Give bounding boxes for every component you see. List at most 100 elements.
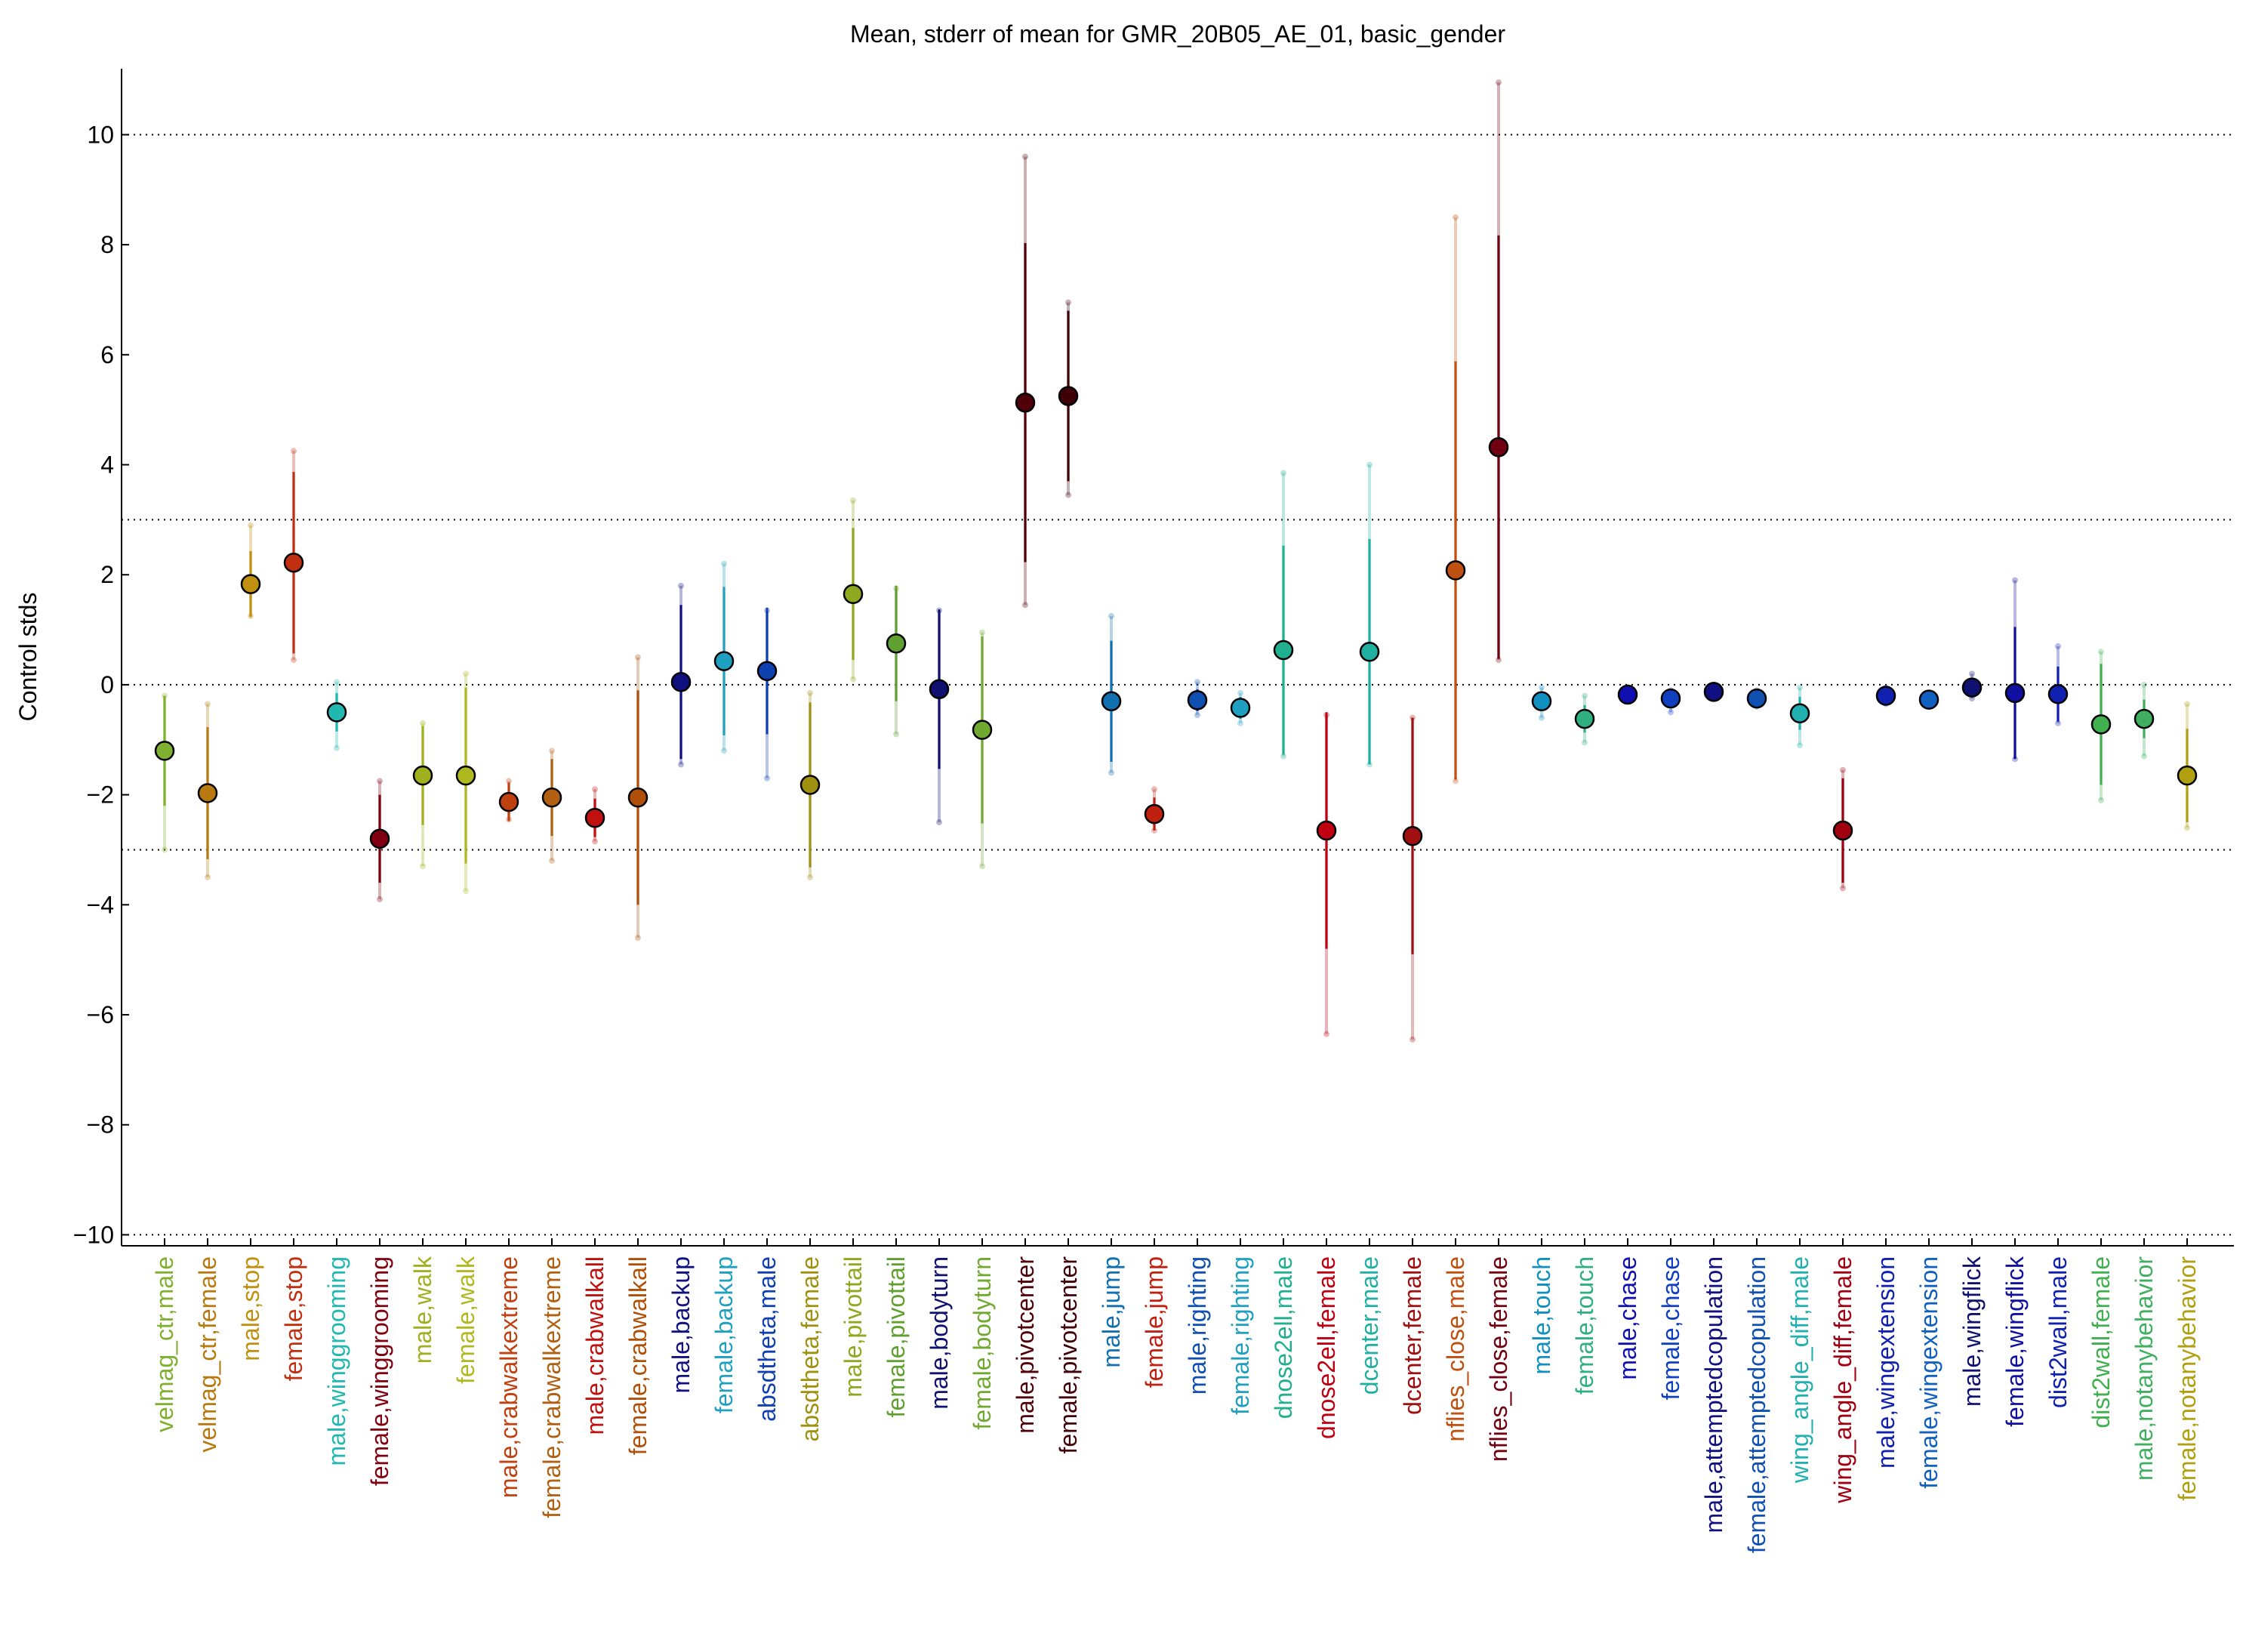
x-tick-label: dnose2ell,male [1270, 1256, 1297, 1419]
range-end [1496, 79, 1502, 86]
range-end [1065, 299, 1071, 306]
mean-marker [2004, 683, 2026, 704]
range-end [1151, 786, 1157, 793]
x-tick-label: velmag_ctr,female [194, 1256, 221, 1453]
y-tick-label: −10 [73, 1221, 114, 1248]
x-tick-label: male,winggrooming [323, 1256, 350, 1466]
x-tick-label: female,righting [1227, 1256, 1254, 1415]
range-end [377, 778, 383, 784]
range-end [1194, 711, 1200, 718]
range-end [377, 896, 383, 903]
range-end [1496, 657, 1502, 664]
x-tick-label: male,righting [1184, 1256, 1211, 1395]
mean-marker [1316, 820, 1337, 841]
range-end [1797, 742, 1803, 749]
range-end [205, 874, 211, 880]
range-end [850, 497, 856, 504]
range-end [1453, 214, 1459, 220]
range-end [1237, 720, 1243, 726]
range-end [463, 670, 469, 677]
mean-marker [1617, 684, 1638, 705]
mean-marker [670, 672, 692, 692]
range-end [592, 786, 598, 793]
x-tick-label: absdtheta,male [753, 1256, 781, 1422]
mean-marker [1187, 690, 1208, 710]
range-end [1108, 612, 1114, 619]
x-tick-label: female,walk [452, 1256, 479, 1384]
range-end [1668, 709, 1674, 716]
mean-marker [1875, 686, 1896, 706]
range-end [1539, 684, 1545, 691]
y-tick-label: 2 [100, 561, 114, 588]
mean-marker [1918, 689, 1939, 710]
x-tick-label: male,crabwalkextreme [495, 1256, 522, 1498]
mean-marker [584, 807, 605, 828]
mean-marker [1574, 708, 1595, 729]
range-end [1022, 602, 1028, 609]
range-end [291, 657, 297, 664]
x-tick-label: male,chase [1614, 1256, 1641, 1380]
range-end [162, 846, 168, 853]
mean-marker [2047, 684, 2069, 704]
range-end [1582, 739, 1588, 746]
mean-marker [1445, 560, 1466, 581]
range-end [506, 778, 512, 784]
mean-marker [843, 584, 864, 604]
mean-marker [972, 720, 993, 740]
range-end [936, 819, 942, 826]
x-tick-label: female,pivotcenter [1055, 1256, 1082, 1454]
range-end [2055, 720, 2061, 726]
mean-marker [2134, 708, 2155, 729]
range-end [979, 629, 985, 636]
range-end [2055, 643, 2061, 649]
range-end [893, 731, 899, 738]
x-tick-label: male,notanybehavior [2130, 1256, 2158, 1481]
x-tick-label: dcenter,male [1356, 1256, 1383, 1395]
range-end [807, 689, 813, 696]
range-end [1323, 1031, 1329, 1037]
mean-marker [541, 787, 562, 808]
range-end [979, 863, 985, 870]
mean-marker [326, 702, 347, 723]
range-end [420, 720, 426, 726]
x-tick-label: female,stop [280, 1256, 307, 1381]
range-end [2141, 753, 2147, 760]
range-end [2012, 577, 2018, 584]
x-tick-label: female,winggrooming [366, 1256, 393, 1486]
range-end [2184, 824, 2190, 831]
x-tick-label: velmag_ctr,male [151, 1256, 178, 1432]
mean-marker [1144, 803, 1165, 824]
range-end [463, 888, 469, 895]
x-tick-label: wing_angle_diff,male [1786, 1256, 1813, 1484]
mean-marker [713, 651, 735, 671]
x-tick-label: male,touch [1528, 1256, 1555, 1375]
x-tick-label: dist2wall,male [2044, 1256, 2072, 1408]
mean-marker [240, 574, 261, 594]
range-end [678, 582, 684, 589]
mean-marker [1789, 703, 1810, 724]
range-end [1237, 689, 1243, 696]
range-end [420, 863, 426, 870]
range-end [721, 747, 727, 754]
x-tick-label: female,jump [1141, 1256, 1168, 1388]
mean-marker [498, 791, 519, 812]
x-tick-label: female,notanybehavior [2174, 1256, 2201, 1501]
mean-marker [283, 552, 304, 573]
range-end [1194, 679, 1200, 686]
x-tick-label: female,attemptedcopulation [1743, 1256, 1770, 1553]
x-tick-label: male,pivottail [840, 1256, 867, 1398]
range-end [1797, 684, 1803, 691]
x-tick-label: male,bodyturn [926, 1256, 953, 1410]
y-tick-label: −2 [87, 781, 114, 809]
range-end [334, 744, 340, 751]
range-end [549, 747, 555, 754]
mean-marker [1101, 691, 1122, 712]
range-end [1366, 461, 1373, 468]
y-tick-label: 4 [100, 452, 114, 479]
x-tick-label: female,wingflick [2001, 1256, 2029, 1427]
range-end [1453, 778, 1459, 784]
x-tick-label: absdtheta,female [796, 1256, 824, 1442]
x-tick-label: male,crabwalkall [581, 1256, 608, 1435]
x-tick-label: male,backup [667, 1256, 695, 1393]
range-end [248, 522, 254, 529]
